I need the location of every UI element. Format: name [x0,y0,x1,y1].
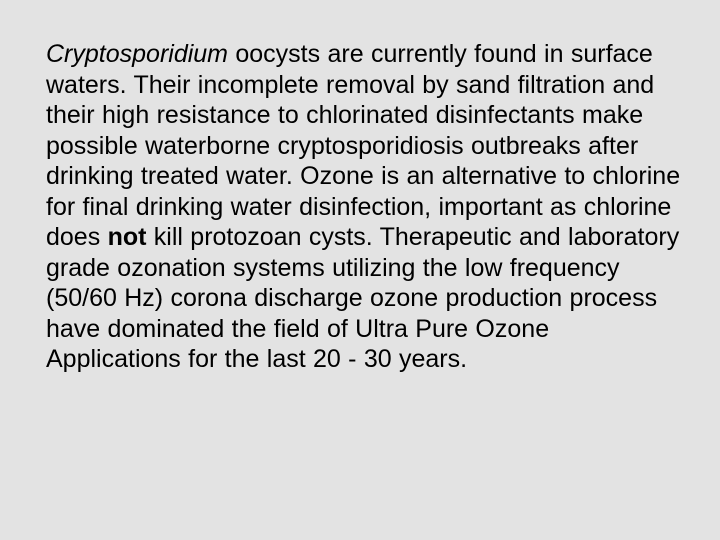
bold-emphasis: not [108,223,147,251]
text-run-1: oocysts are currently found in surface w… [46,40,680,251]
slide-container: Cryptosporidium oocysts are currently fo… [0,0,720,540]
body-paragraph: Cryptosporidium oocysts are currently fo… [46,39,682,375]
italic-term: Cryptosporidium [46,40,228,68]
